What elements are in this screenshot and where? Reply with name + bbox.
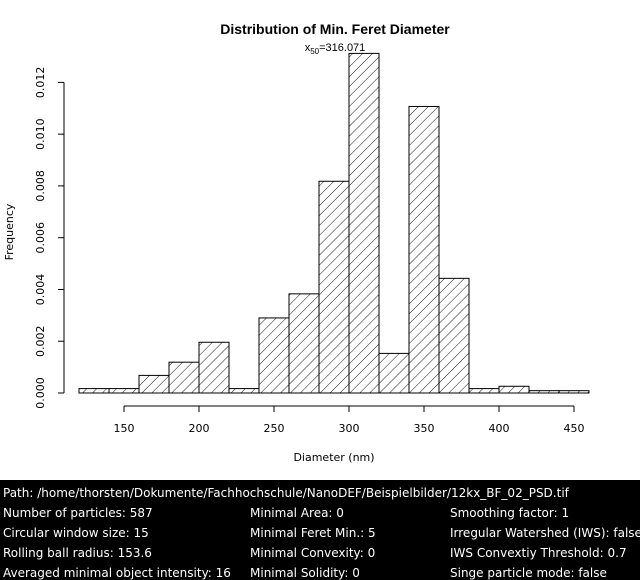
info-min-intensity: Averaged minimal object intensity: 16: [3, 566, 231, 580]
histogram-bars: [78, 52, 590, 394]
histogram-bar: [498, 385, 530, 394]
info-rolling-ball: Rolling ball radius: 153.6: [3, 546, 152, 560]
y-axis: 0.000 0.002 0.004 0.006 0.008 0.010 0.012: [34, 67, 65, 409]
info-min-area: Minimal Area: 0: [250, 506, 344, 520]
histogram-bar: [198, 341, 230, 394]
info-circular-window: Circular window size: 15: [3, 526, 149, 540]
subtitle-value: =316.071: [319, 42, 366, 54]
histogram-bar: [168, 361, 200, 394]
info-smoothing: Smoothing factor: 1: [450, 506, 570, 520]
y-tick-label: 0.002: [34, 325, 47, 357]
chart-title: Distribution of Min. Feret Diameter: [220, 21, 450, 37]
y-tick-label: 0.000: [34, 377, 47, 409]
chart-svg: 150 200 250 300 350 400 450 0.0000.0020.0040.0…: [3, 52, 590, 464]
histogram-bar: [258, 317, 290, 394]
histogram-bar: [288, 293, 320, 394]
x-tick-label: 400: [489, 422, 510, 435]
subtitle-subscript: 50: [310, 47, 320, 57]
histogram-bar: [78, 388, 110, 394]
y-tick-label: 0.012: [34, 67, 47, 99]
info-min-convexity: Minimal Convexity: 0: [250, 546, 376, 560]
x-tick-label: 250: [264, 422, 285, 435]
info-min-feret: Minimal Feret Min.: 5: [250, 526, 376, 540]
histogram-chart: Distribution of Min. Feret Diameter x50=…: [0, 21, 640, 464]
histogram-bar: [108, 388, 140, 394]
y-tick-label: 0.010: [34, 118, 47, 150]
x-tick-label: 450: [564, 422, 585, 435]
info-particle-count: Number of particles: 587: [3, 506, 153, 520]
info-iws-threshold: IWS Convextiy Threshold: 0.7: [450, 546, 627, 560]
x-axis: 150 200 250 300 350 400 450: [114, 405, 585, 435]
y-tick-label: 0.008: [34, 170, 47, 202]
y-tick-label: 0.004: [34, 274, 47, 306]
histogram-bar: [378, 352, 410, 394]
histogram-bar: [468, 388, 500, 394]
x-axis-label: Diameter (nm): [293, 451, 374, 464]
info-path: Path: /home/thorsten/Dokumente/Fachhochs…: [3, 486, 569, 500]
x-tick-label: 150: [114, 422, 135, 435]
histogram-bar: [408, 105, 440, 394]
x-tick-label: 200: [189, 422, 210, 435]
chart-subtitle: x50=316.071: [0, 42, 640, 56]
y-axis-label: Frequency: [3, 203, 16, 260]
x-tick-label: 350: [414, 422, 435, 435]
histogram-bar: [528, 390, 560, 394]
info-min-solidity: Minimal Solidity: 0: [250, 566, 360, 580]
subtitle-symbol: x: [304, 42, 311, 54]
histogram-bar: [438, 277, 470, 394]
y-tick-label: 0.006: [34, 222, 47, 254]
info-iws: Irregular Watershed (IWS): false: [450, 526, 640, 540]
histogram-bar: [348, 52, 380, 394]
info-single-particle: Singe particle mode: false: [450, 566, 607, 580]
histogram-bar: [318, 180, 350, 394]
histogram-bar: [138, 374, 170, 394]
histogram-bar: [228, 388, 260, 394]
info-panel: Path: /home/thorsten/Dokumente/Fachhochs…: [0, 480, 640, 580]
histogram-bar: [558, 390, 590, 394]
x-tick-label: 300: [339, 422, 360, 435]
